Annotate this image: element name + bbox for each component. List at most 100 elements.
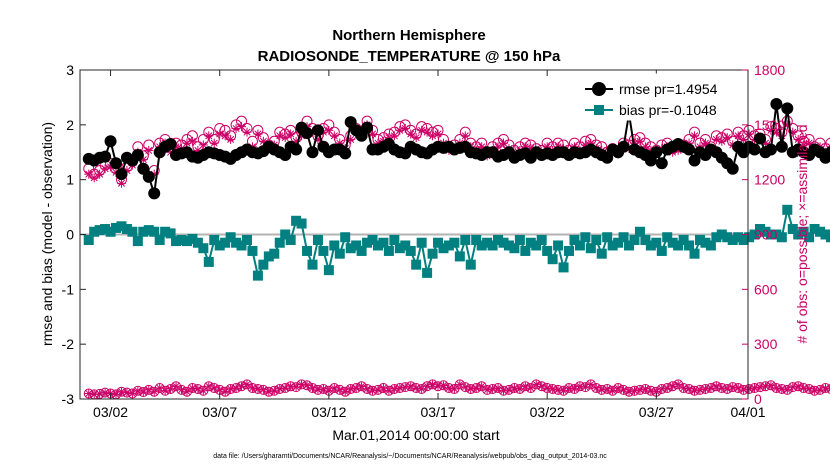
bias-point xyxy=(525,237,536,248)
bias-point xyxy=(613,237,624,248)
possible-low-point xyxy=(143,384,154,395)
bias-point xyxy=(296,218,307,229)
bias-point xyxy=(454,251,465,262)
possible-low-point xyxy=(525,383,536,394)
rmse-point xyxy=(290,143,303,156)
assimilated-low-point xyxy=(608,386,617,395)
bias-point xyxy=(160,226,171,237)
bias-point xyxy=(165,228,176,239)
assimilated-low-point-d2 xyxy=(227,385,234,393)
assimilated-point-d2 xyxy=(199,141,207,149)
rmse-point xyxy=(115,168,128,181)
assimilated-low-point-d2 xyxy=(369,387,376,394)
assimilated-point-d2 xyxy=(90,174,98,182)
assimilated-low-point-d2 xyxy=(598,386,605,394)
possible-low-point xyxy=(602,383,613,394)
bias-point xyxy=(100,224,111,235)
rmse-point xyxy=(339,147,352,160)
assimilated-point-d2 xyxy=(330,132,338,140)
bias-point xyxy=(607,240,618,251)
assimilated-low-point xyxy=(161,386,170,395)
assimilated-point xyxy=(717,136,727,146)
bias-point xyxy=(460,234,471,245)
assimilated-low-point xyxy=(204,382,213,391)
bias-point xyxy=(312,234,323,245)
possible-low-point xyxy=(138,387,149,398)
assimilated-low-point xyxy=(199,386,208,395)
possible-low-point xyxy=(269,385,280,396)
bias-point xyxy=(809,224,820,235)
assimilated-low-point-d2 xyxy=(674,381,682,388)
possible-low-point xyxy=(514,383,525,394)
possible-low-point xyxy=(825,384,830,394)
bias-point xyxy=(563,245,574,256)
assimilated-point-d2 xyxy=(690,132,699,140)
assimilated-point-d2 xyxy=(805,139,813,147)
assimilated-low-point-d2 xyxy=(205,383,212,390)
bias-point xyxy=(400,240,411,251)
assimilated-low-point-d2 xyxy=(440,382,447,389)
assimilated-point-d2 xyxy=(740,135,748,143)
bias-point xyxy=(755,224,766,235)
bias-point xyxy=(258,259,269,270)
assimilated-low-point xyxy=(303,381,312,390)
rmse-point xyxy=(775,140,788,153)
assimilated-low-point-d2 xyxy=(745,385,753,393)
possible-low-point xyxy=(378,383,389,394)
assimilated-point xyxy=(95,169,105,179)
bias-point xyxy=(231,237,242,248)
assimilated-low-point xyxy=(281,384,290,393)
possible-low-point xyxy=(334,384,345,395)
assimilated-low-point xyxy=(559,386,568,395)
possible-low-point xyxy=(454,379,465,390)
bias-point xyxy=(154,234,165,245)
chart-title: Northern Hemisphere xyxy=(332,27,485,44)
rmse-point xyxy=(764,143,777,156)
assimilated-low-point-d2 xyxy=(221,388,229,395)
assimilated-low-point xyxy=(772,384,781,393)
assimilated-low-point xyxy=(193,384,202,393)
assimilated-low-point xyxy=(641,384,650,393)
possible-low-point xyxy=(438,380,449,391)
assimilated-low-point xyxy=(237,382,246,391)
assimilated-low-point-d2 xyxy=(145,386,152,394)
assimilated-low-point-d2 xyxy=(762,383,769,390)
bias-point xyxy=(247,245,258,256)
assimilated-low-point-d2 xyxy=(336,386,343,394)
possible-low-point xyxy=(793,381,804,392)
possible-low-point xyxy=(220,386,231,397)
assimilated-low-point-d2 xyxy=(483,386,491,394)
assimilated-low-point-d2 xyxy=(522,383,529,390)
possible-low-point xyxy=(673,379,684,390)
legend-box xyxy=(579,73,743,121)
bias-point xyxy=(116,221,127,232)
assimilated-point-d2 xyxy=(238,123,246,131)
assimilated-point xyxy=(204,131,214,141)
assimilated-low-point xyxy=(406,382,415,391)
bias-point xyxy=(274,237,285,248)
assimilated-low-point xyxy=(532,380,541,389)
bias-point xyxy=(509,243,520,254)
assimilated-point xyxy=(433,129,443,139)
assimilated-point-d2 xyxy=(794,135,802,143)
assimilated-low-point xyxy=(172,382,181,391)
possible-low-point xyxy=(531,379,542,390)
possible-low-point xyxy=(362,383,373,394)
bias-point xyxy=(383,245,394,256)
assimilated-low-point-d2 xyxy=(696,386,704,394)
y-tick-label-left: 0 xyxy=(66,227,74,243)
assimilated-low-point xyxy=(330,384,339,393)
assimilated-low-point-d2 xyxy=(194,385,202,393)
possible-low-point xyxy=(209,383,220,394)
assimilated-low-point xyxy=(712,382,721,391)
bias-point xyxy=(394,243,405,254)
possible-low-point xyxy=(460,382,471,393)
bias-point xyxy=(405,245,416,256)
bias-point xyxy=(602,232,613,243)
assimilated-low-point-d2 xyxy=(560,387,567,394)
possible-low-point xyxy=(181,386,192,397)
possible-low-point xyxy=(722,383,733,394)
bias-point xyxy=(520,245,531,256)
bias-point xyxy=(367,234,378,245)
bias-point xyxy=(765,229,776,240)
